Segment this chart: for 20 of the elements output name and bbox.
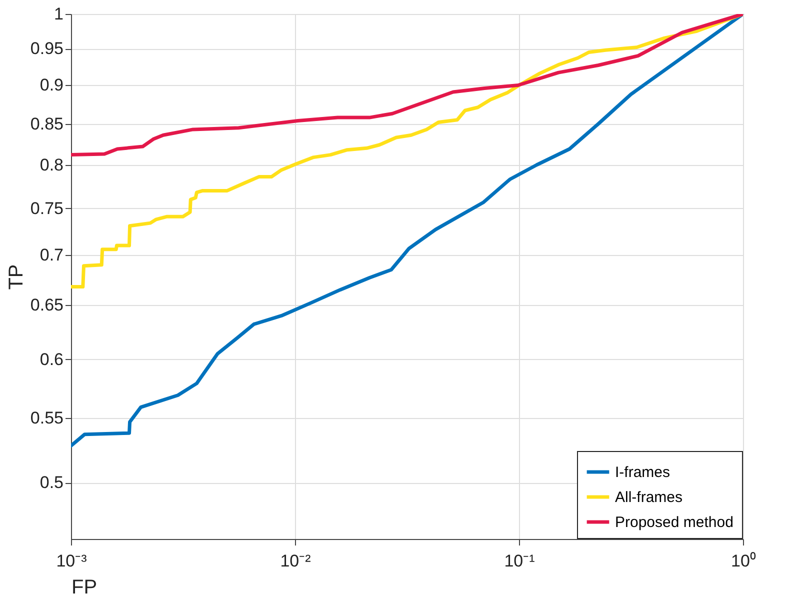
y-tick-label: 0.5 — [40, 473, 64, 492]
x-axis-title: FP — [72, 576, 98, 598]
y-tick-label: 0.75 — [30, 199, 64, 218]
legend-label: Proposed method — [615, 514, 734, 531]
y-axis-title: TP — [5, 264, 28, 290]
y-tick-label: 1 — [54, 4, 64, 24]
y-tick-label: 0.9 — [40, 76, 64, 95]
x-tick-label: 10⁰ — [731, 552, 756, 570]
y-tick-label: 0.8 — [40, 155, 64, 174]
legend-label: All-frames — [615, 489, 683, 506]
y-tick-label: 0.65 — [30, 296, 64, 315]
y-tick-label: 0.85 — [30, 114, 64, 134]
x-tick-label: 10⁻¹ — [504, 552, 536, 570]
y-tick-label: 0.55 — [30, 408, 64, 428]
legend-label: I-frames — [615, 464, 670, 481]
x-tick-label: 10⁻³ — [56, 552, 88, 570]
y-tick-label: 0.7 — [40, 246, 64, 265]
y-tick-label: 0.6 — [40, 350, 64, 369]
y-tick-label: 0.95 — [30, 39, 64, 58]
x-tick-label: 10⁻² — [280, 552, 312, 570]
